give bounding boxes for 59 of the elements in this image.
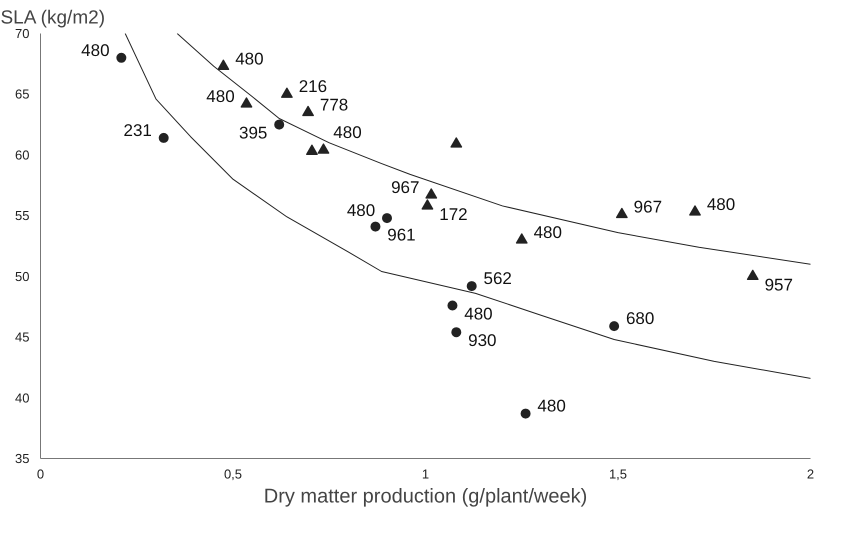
- point: [306, 144, 318, 155]
- point: [217, 59, 230, 70]
- annotation: 562: [484, 269, 512, 288]
- x-tick-label: 2: [806, 466, 814, 482]
- point: [382, 213, 392, 224]
- point: [421, 199, 434, 210]
- y-tick-label: 60: [15, 147, 30, 162]
- point: [451, 327, 462, 338]
- annotation: 480: [235, 49, 264, 68]
- x-axis-title: Dry matter production (g/plant/week): [264, 486, 588, 508]
- point: [520, 408, 531, 419]
- line-series: [124, 34, 810, 379]
- annotation: 930: [468, 331, 496, 350]
- annotation: 480: [706, 195, 736, 214]
- point: [425, 188, 438, 199]
- annotation: 961: [387, 226, 416, 245]
- annotation: 480: [81, 40, 110, 60]
- point: [280, 87, 293, 98]
- point: [317, 143, 330, 154]
- y-tick-label: 45: [15, 330, 30, 345]
- x-tick-label: 1: [422, 466, 430, 482]
- x-tick-label: 1,5: [608, 466, 628, 482]
- point: [616, 208, 628, 218]
- annotation: 778: [320, 95, 348, 114]
- point: [516, 233, 528, 244]
- annotation: 216: [298, 77, 328, 96]
- line-series: [176, 34, 810, 265]
- y-tick-label: 65: [15, 86, 30, 102]
- annotation: 480: [346, 201, 376, 220]
- y-tick-label: 55: [15, 208, 30, 224]
- annotation: 480: [464, 304, 493, 324]
- annotation: 480: [206, 86, 235, 106]
- annotation: 957: [764, 275, 793, 294]
- point: [240, 97, 252, 108]
- annotation: 231: [124, 120, 152, 140]
- y-axis-title: SLA (kg/m2): [0, 8, 106, 28]
- y-tick-label: 50: [15, 268, 30, 284]
- annotation: 480: [333, 123, 362, 142]
- annotation: 172: [439, 204, 468, 224]
- point: [609, 321, 620, 332]
- annotation: 680: [626, 309, 654, 328]
- point: [450, 137, 462, 148]
- point: [447, 300, 458, 310]
- x-tick-label: 0: [36, 466, 44, 482]
- point: [466, 281, 477, 292]
- y-tick-label: 35: [15, 451, 30, 466]
- point: [302, 106, 314, 116]
- y-tick-label: 70: [15, 26, 30, 41]
- annotation: 967: [634, 197, 662, 216]
- annotation: 395: [239, 124, 268, 143]
- point: [689, 205, 701, 216]
- y-tick-label: 40: [15, 390, 30, 406]
- point: [158, 132, 169, 143]
- point: [746, 270, 759, 280]
- x-tick-label: 0,5: [224, 466, 242, 482]
- annotation: 480: [534, 222, 562, 242]
- annotation: 480: [537, 396, 566, 416]
- annotation: 967: [391, 178, 420, 197]
- point: [370, 222, 380, 232]
